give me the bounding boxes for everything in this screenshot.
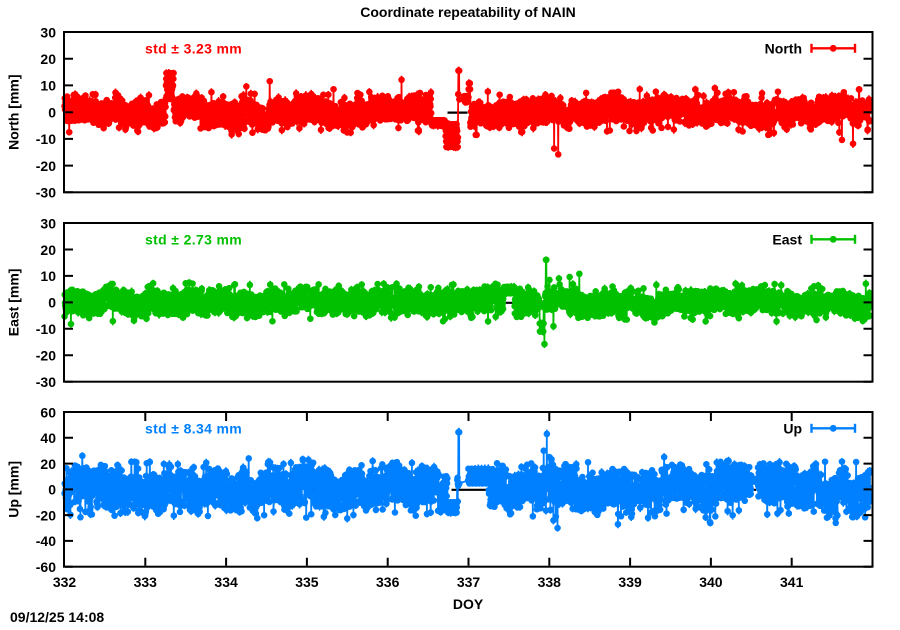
svg-text:20: 20 <box>40 456 56 472</box>
svg-text:DOY: DOY <box>453 596 484 612</box>
svg-text:60: 60 <box>40 404 56 420</box>
svg-text:20: 20 <box>40 242 56 258</box>
svg-text:09/12/25 14:08: 09/12/25 14:08 <box>10 609 104 625</box>
svg-text:-10: -10 <box>36 131 56 147</box>
svg-text:10: 10 <box>40 268 56 284</box>
svg-text:334: 334 <box>214 574 238 590</box>
svg-text:332: 332 <box>53 574 77 590</box>
svg-text:337: 337 <box>457 574 481 590</box>
svg-text:-30: -30 <box>36 185 56 201</box>
svg-text:333: 333 <box>134 574 158 590</box>
svg-text:339: 339 <box>618 574 642 590</box>
svg-text:30: 30 <box>40 24 56 40</box>
svg-text:-20: -20 <box>36 158 56 174</box>
svg-text:std ± 3.23 mm: std ± 3.23 mm <box>145 40 242 56</box>
svg-text:-10: -10 <box>36 321 56 337</box>
svg-text:340: 340 <box>699 574 723 590</box>
svg-text:336: 336 <box>376 574 400 590</box>
svg-text:Coordinate repeatability of NA: Coordinate repeatability of NAIN <box>360 4 575 20</box>
svg-text:0: 0 <box>48 482 56 498</box>
svg-text:-30: -30 <box>36 374 56 390</box>
svg-text:341: 341 <box>780 574 804 590</box>
svg-text:std ± 8.34 mm: std ± 8.34 mm <box>145 420 242 436</box>
svg-text:20: 20 <box>40 51 56 67</box>
svg-text:Up: Up <box>783 420 802 436</box>
svg-text:std ± 2.73 mm: std ± 2.73 mm <box>145 231 242 247</box>
svg-text:-20: -20 <box>36 507 56 523</box>
svg-text:335: 335 <box>295 574 319 590</box>
svg-text:30: 30 <box>40 215 56 231</box>
svg-text:-60: -60 <box>36 559 56 575</box>
svg-text:0: 0 <box>48 295 56 311</box>
svg-text:North [mm]: North [mm] <box>5 74 21 149</box>
svg-text:-40: -40 <box>36 533 56 549</box>
svg-text:East [mm]: East [mm] <box>5 269 21 337</box>
svg-text:North: North <box>765 40 802 56</box>
svg-text:East: East <box>772 231 802 247</box>
svg-text:338: 338 <box>538 574 562 590</box>
svg-text:-20: -20 <box>36 348 56 364</box>
svg-text:0: 0 <box>48 105 56 121</box>
svg-text:Up [mm]: Up [mm] <box>5 461 21 518</box>
svg-text:40: 40 <box>40 430 56 446</box>
svg-text:10: 10 <box>40 78 56 94</box>
